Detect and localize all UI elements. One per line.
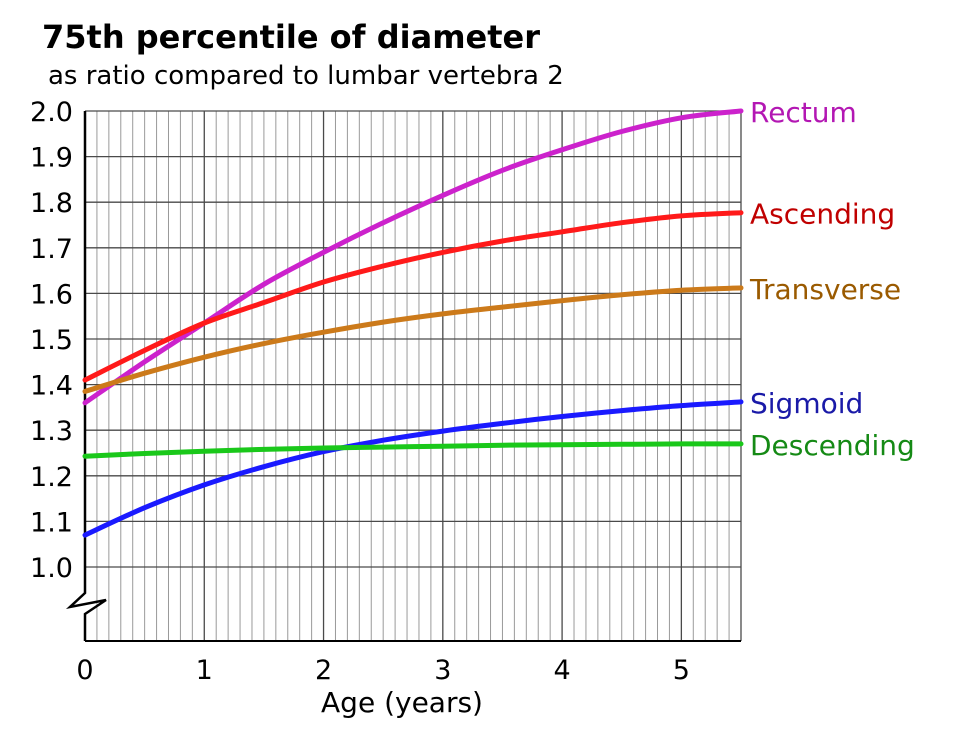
y-tick-label: 1.3 [30,416,73,447]
series-lines [82,108,744,538]
series-label-rectum: Rectum [750,96,857,129]
series-line-descending [82,441,744,459]
series-label-descending: Descending [750,429,915,462]
x-tick-labels: 0 1 2 3 4 5 [76,655,690,686]
series-line-ascending [82,210,744,383]
chart-title: 75th percentile of diameter [42,18,540,56]
y-tick-label: 1.7 [30,234,73,265]
series-label-transverse: Transverse [749,273,901,306]
y-tick-label: 1.2 [30,462,73,493]
x-tick-label: 3 [434,655,451,686]
y-tick-label: 2.0 [30,97,73,128]
y-axis-line [65,111,107,641]
y-tick-label: 1.4 [30,371,73,402]
x-tick-label: 2 [315,655,332,686]
series-line-sigmoid [82,399,744,538]
y-tick-label: 1.9 [30,143,73,174]
axes [65,111,741,642]
grid-major [85,110,742,641]
y-tick-label: 1.6 [30,279,73,310]
y-tick-label: 1.1 [30,507,73,538]
chart-subtitle: as ratio compared to lumbar vertebra 2 [48,61,564,91]
x-axis-label: Age (years) [321,686,483,719]
y-tick-labels: 1.0 1.1 1.2 1.3 1.4 1.5 1.6 1.7 1.8 1.9 2.0 [30,97,73,584]
x-tick-label: 5 [673,655,690,686]
series-label-ascending: Ascending [750,198,895,231]
series-label-sigmoid: Sigmoid [750,387,863,420]
y-tick-label: 1.5 [30,325,73,356]
x-tick-label: 4 [553,655,570,686]
series-line-transverse [82,285,744,394]
y-tick-label: 1.8 [30,188,73,219]
x-tick-label: 0 [76,655,93,686]
series-labels: Rectum Ascending Transverse Sigmoid Descendi… [749,96,915,462]
x-tick-label: 1 [196,655,213,686]
y-tick-label: 1.0 [30,553,73,584]
grid-minor [96,111,742,641]
